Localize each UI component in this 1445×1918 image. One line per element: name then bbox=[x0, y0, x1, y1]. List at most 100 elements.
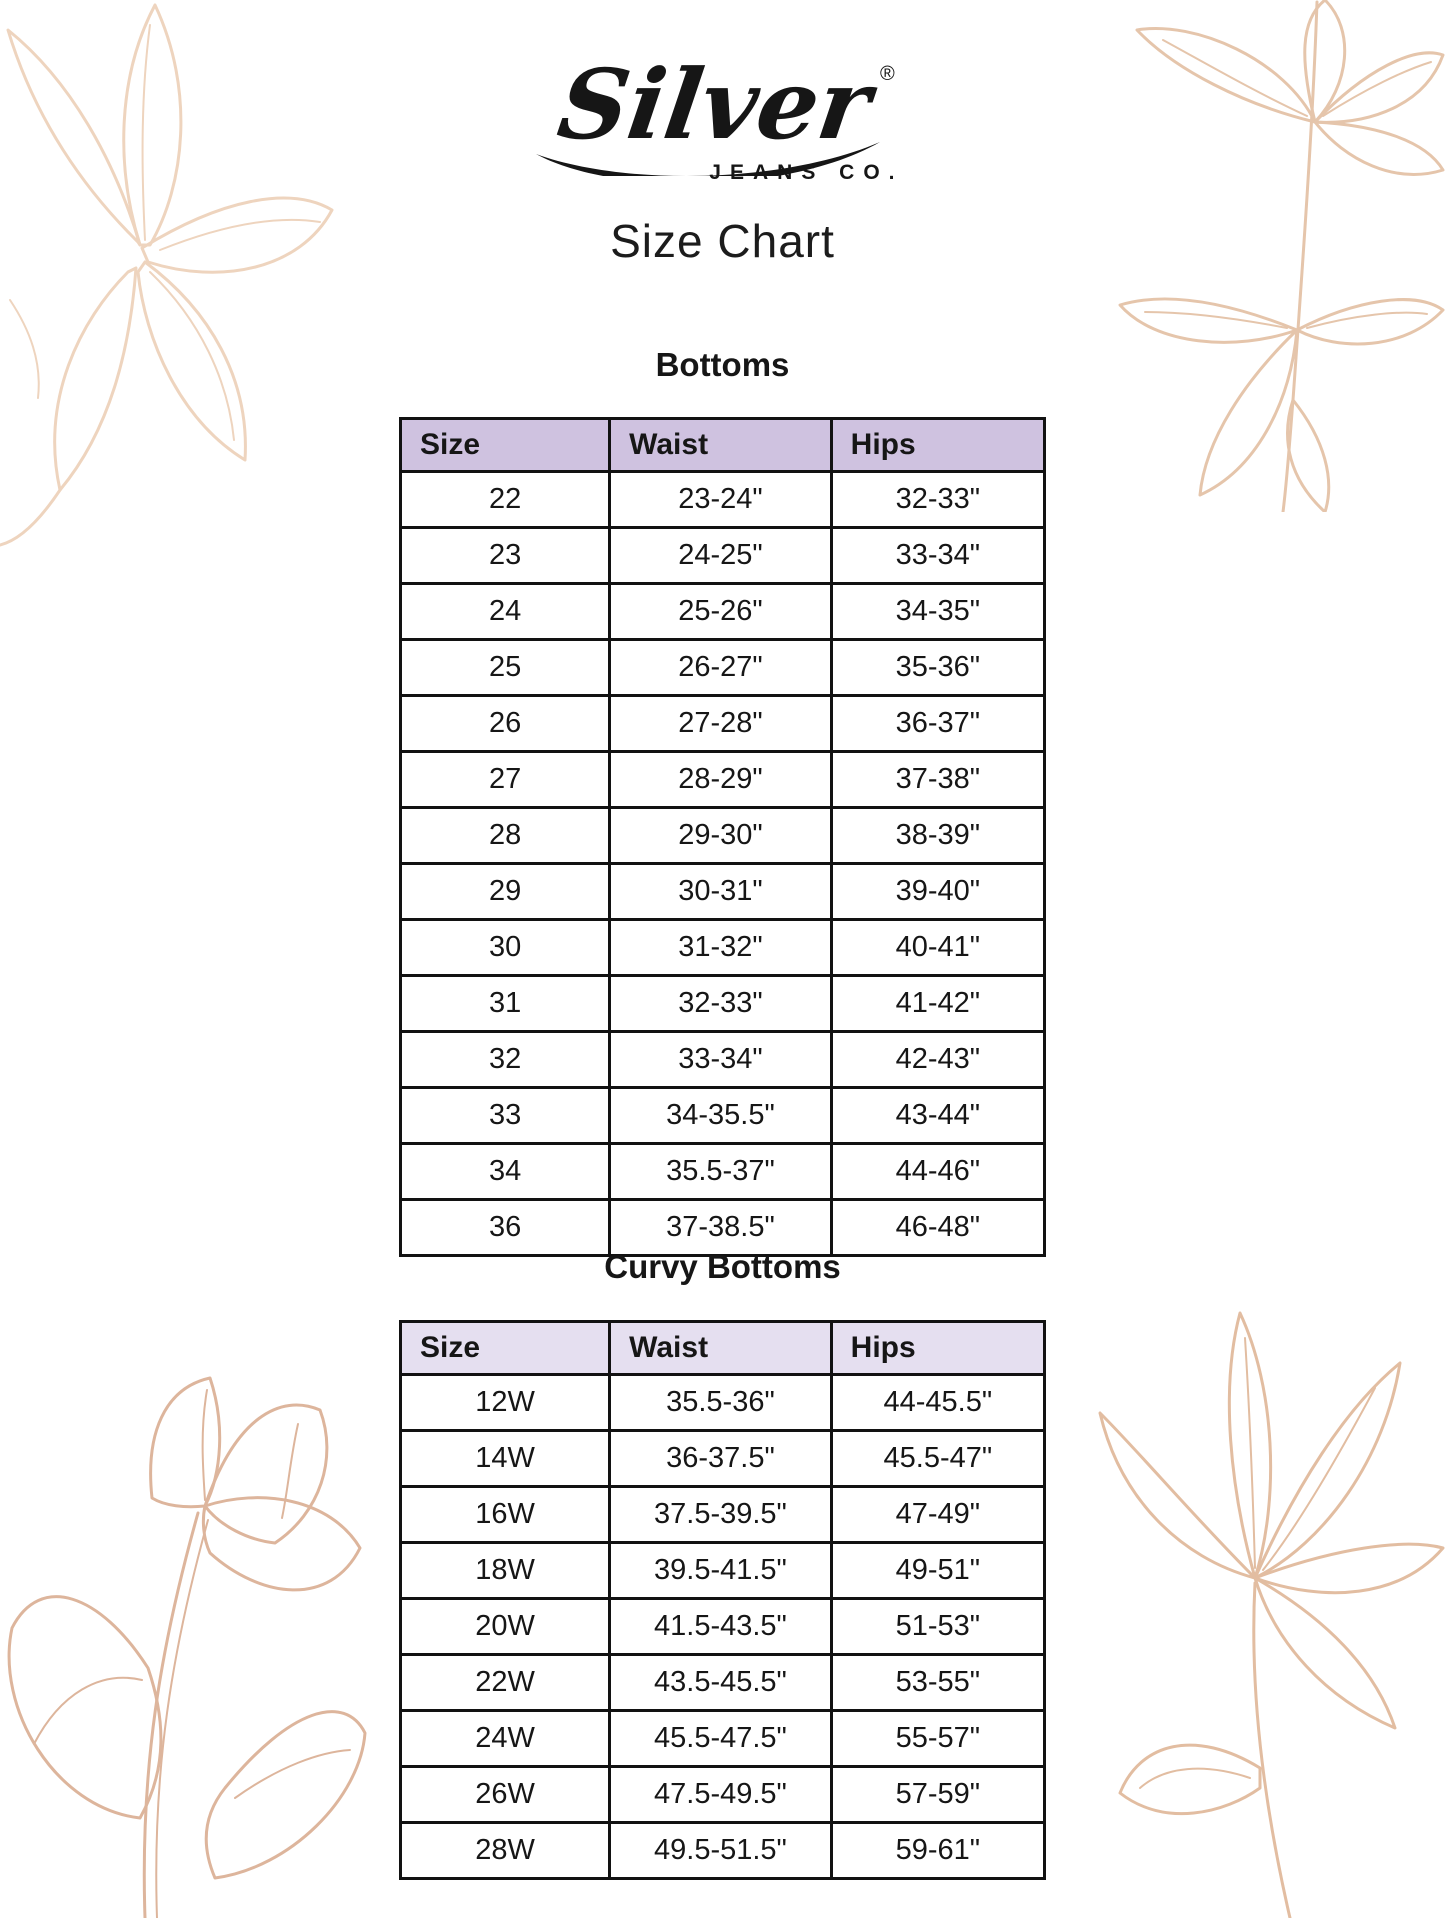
table-cell: 27-28" bbox=[608, 694, 833, 753]
table-cell: 16W bbox=[398, 1485, 612, 1544]
table-cell: 45.5-47.5" bbox=[608, 1709, 833, 1768]
table-cell: 33-34" bbox=[829, 526, 1047, 585]
table-row: 33 34-35.5" 43-44" bbox=[398, 1086, 1047, 1145]
table-cell: 28W bbox=[398, 1821, 612, 1880]
table-cell: 26-27" bbox=[608, 638, 833, 697]
table-cell: 14W bbox=[398, 1429, 612, 1488]
table-row: 34 35.5-37" 44-46" bbox=[398, 1142, 1047, 1201]
table-row: 14W 36-37.5" 45.5-47" bbox=[398, 1429, 1047, 1488]
table-cell: 43.5-45.5" bbox=[608, 1653, 833, 1712]
table-cell: 26 bbox=[398, 694, 612, 753]
table-row: 24 25-26" 34-35" bbox=[398, 582, 1047, 641]
table-cell: 39.5-41.5" bbox=[608, 1541, 833, 1600]
bottoms-section-heading: Bottoms bbox=[655, 346, 790, 383]
table-row: 23 24-25" 33-34" bbox=[398, 526, 1047, 585]
table-row: 22 23-24" 32-33" bbox=[398, 470, 1047, 529]
table-row: 22W 43.5-45.5" 53-55" bbox=[398, 1653, 1047, 1712]
table-cell: 24-25" bbox=[608, 526, 833, 585]
table-cell: 46-48" bbox=[829, 1198, 1047, 1257]
column-header: Hips bbox=[829, 417, 1047, 473]
table-row: 25 26-27" 35-36" bbox=[398, 638, 1047, 697]
table-cell: 31 bbox=[398, 974, 612, 1033]
table-row: 36 37-38.5" 46-48" bbox=[398, 1198, 1047, 1257]
silver-script-logo-icon: Silver ® bbox=[535, 47, 895, 184]
table-header-row: Size Waist Hips bbox=[398, 417, 1047, 473]
table-cell: 25-26" bbox=[608, 582, 833, 641]
logo-wordmark: Silver bbox=[551, 47, 883, 160]
table-row: 28 29-30" 38-39" bbox=[398, 806, 1047, 865]
table-cell: 35-36" bbox=[829, 638, 1047, 697]
table-cell: 42-43" bbox=[829, 1030, 1047, 1089]
table-cell: 44-45.5" bbox=[829, 1373, 1047, 1432]
table-cell: 34-35" bbox=[829, 582, 1047, 641]
table-cell: 20W bbox=[398, 1597, 612, 1656]
table-row: 12W 35.5-36" 44-45.5" bbox=[398, 1373, 1047, 1432]
table-cell: 43-44" bbox=[829, 1086, 1047, 1145]
table-row: 26 27-28" 36-37" bbox=[398, 694, 1047, 753]
column-header: Waist bbox=[608, 417, 833, 473]
silver-jeans-logo: Silver ® JEANS CO. bbox=[528, 46, 918, 185]
table-cell: 57-59" bbox=[829, 1765, 1047, 1824]
table-cell: 24W bbox=[398, 1709, 612, 1768]
table-cell: 34-35.5" bbox=[608, 1086, 833, 1145]
table-row: 29 30-31" 39-40" bbox=[398, 862, 1047, 921]
leaf-branch-line-art-top-right-icon bbox=[1118, 0, 1445, 512]
table-cell: 33 bbox=[398, 1086, 612, 1145]
table-cell: 36-37" bbox=[829, 694, 1047, 753]
table-cell: 35.5-37" bbox=[608, 1142, 833, 1201]
table-row: 30 31-32" 40-41" bbox=[398, 918, 1047, 977]
table-row: 31 32-33" 41-42" bbox=[398, 974, 1047, 1033]
table-cell: 27 bbox=[398, 750, 612, 809]
table-cell: 33-34" bbox=[608, 1030, 833, 1089]
table-cell: 32-33" bbox=[608, 974, 833, 1033]
table-cell: 49.5-51.5" bbox=[608, 1821, 833, 1880]
table-row: 27 28-29" 37-38" bbox=[398, 750, 1047, 809]
table-cell: 41.5-43.5" bbox=[608, 1597, 833, 1656]
column-header: Hips bbox=[829, 1320, 1047, 1376]
table-cell: 30 bbox=[398, 918, 612, 977]
table-cell: 35.5-36" bbox=[608, 1373, 833, 1432]
table-cell: 31-32" bbox=[608, 918, 833, 977]
table-cell: 22 bbox=[398, 470, 612, 529]
floral-line-art-bottom-right-icon bbox=[1098, 1311, 1445, 1918]
table-cell: 40-41" bbox=[829, 918, 1047, 977]
floral-line-art-top-left-icon bbox=[0, 3, 334, 547]
table-cell: 38-39" bbox=[829, 806, 1047, 865]
table-row: 16W 37.5-39.5" 47-49" bbox=[398, 1485, 1047, 1544]
table-cell: 49-51" bbox=[829, 1541, 1047, 1600]
curvy-bottoms-size-table: Size Waist Hips 12W 35.5-36" 44-45.5" 14W 36-37… bbox=[398, 1320, 1047, 1880]
table-cell: 36-37.5" bbox=[608, 1429, 833, 1488]
curvy-bottoms-section-heading: Curvy Bottoms bbox=[604, 1248, 841, 1285]
table-cell: 59-61" bbox=[829, 1821, 1047, 1880]
table-row: 18W 39.5-41.5" 49-51" bbox=[398, 1541, 1047, 1600]
table-cell: 24 bbox=[398, 582, 612, 641]
table-cell: 37-38" bbox=[829, 750, 1047, 809]
tulip-line-art-bottom-left-icon bbox=[7, 1376, 367, 1918]
table-cell: 39-40" bbox=[829, 862, 1047, 921]
table-cell: 53-55" bbox=[829, 1653, 1047, 1712]
logo-swoosh bbox=[535, 142, 880, 184]
table-cell: 22W bbox=[398, 1653, 612, 1712]
table-cell: 44-46" bbox=[829, 1142, 1047, 1201]
table-row: 20W 41.5-43.5" 51-53" bbox=[398, 1597, 1047, 1656]
page-title: Size Chart bbox=[610, 215, 835, 267]
table-cell: 37.5-39.5" bbox=[608, 1485, 833, 1544]
table-cell: 23 bbox=[398, 526, 612, 585]
table-cell: 23-24" bbox=[608, 470, 833, 529]
table-row: 28W 49.5-51.5" 59-61" bbox=[398, 1821, 1047, 1880]
table-cell: 32-33" bbox=[829, 470, 1047, 529]
table-cell: 25 bbox=[398, 638, 612, 697]
table-row: 26W 47.5-49.5" 57-59" bbox=[398, 1765, 1047, 1824]
table-cell: 29 bbox=[398, 862, 612, 921]
table-cell: 55-57" bbox=[829, 1709, 1047, 1768]
table-cell: 12W bbox=[398, 1373, 612, 1432]
table-cell: 28-29" bbox=[608, 750, 833, 809]
table-cell: 41-42" bbox=[829, 974, 1047, 1033]
table-cell: 47-49" bbox=[829, 1485, 1047, 1544]
column-header: Size bbox=[398, 1320, 612, 1376]
table-cell: 32 bbox=[398, 1030, 612, 1089]
table-cell: 37-38.5" bbox=[608, 1198, 833, 1257]
table-cell: 45.5-47" bbox=[829, 1429, 1047, 1488]
